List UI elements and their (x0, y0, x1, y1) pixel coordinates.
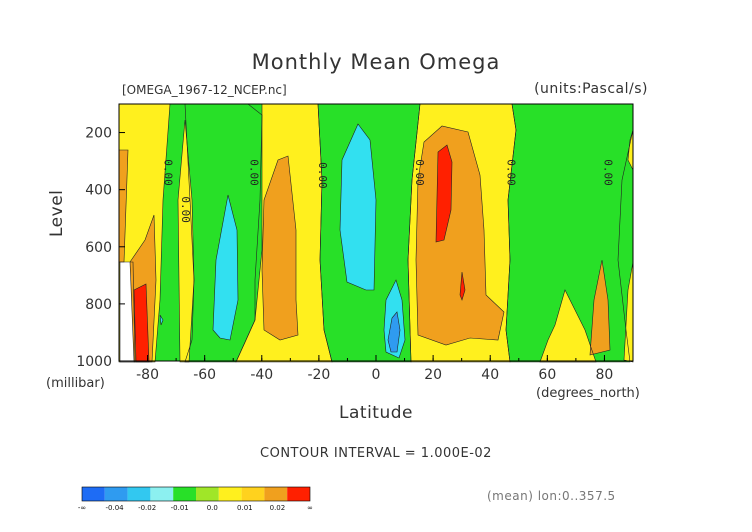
region-orange-north-low-outline (589, 259, 611, 356)
contour-label: 0.00 (413, 159, 426, 186)
colorbar-label: 0.01 (237, 504, 253, 512)
contour-label: 0.00 (247, 159, 260, 186)
x-tick-label: -40 (250, 367, 273, 383)
colorbar-label: -∞ (78, 504, 86, 512)
y-tick-label: 200 (85, 126, 112, 142)
region-cyan-equator-outline (339, 123, 377, 291)
contour-interval-label: CONTOUR INTERVAL = 1.000E-02 (260, 446, 492, 461)
region-cyan-speck-outline (159, 314, 164, 326)
region-red-north-upper-outline (435, 144, 453, 243)
region-yellow-north-low-outline (539, 289, 597, 363)
x-tick-label: 80 (596, 367, 614, 383)
region-orange-north-low (590, 260, 610, 355)
colorbar-swatch (241, 487, 265, 501)
units-label: (units:Pascal/s) (534, 81, 648, 97)
region-cyan-50s-outline (212, 194, 239, 341)
region-orange-40s-outline (261, 155, 299, 341)
contour-label: 0.00 (316, 162, 329, 189)
colorbar-swatch (82, 487, 105, 501)
region-yellow-pole (624, 262, 633, 362)
region-orange-south-upper (119, 150, 128, 262)
y-axis-ticks: 200 400 600 800 1000 (76, 126, 125, 370)
colorbar-swatch (287, 487, 310, 501)
region-blue-deep-outline (387, 311, 401, 353)
x-tick-label: 40 (481, 367, 499, 383)
y-axis-label: Level (47, 189, 67, 237)
colorbar-label: 0.02 (270, 504, 286, 512)
colorbar-swatch (173, 487, 196, 501)
region-orange-40s (262, 156, 298, 340)
region-cyan-deep-outline (383, 279, 406, 359)
region-red-south (134, 284, 149, 362)
region-cyan-equator (340, 124, 376, 290)
colorbar-label: -0.04 (106, 504, 125, 512)
colorbar-swatch (104, 487, 128, 501)
colorbar-label: ∞ (307, 504, 313, 512)
x-axis-label: Latitude (339, 403, 413, 423)
region-cyan-50s (213, 195, 238, 340)
x-axis-unit: (degrees_north) (536, 386, 640, 401)
colorbar-swatch (127, 487, 151, 501)
colorbar-label: -0.02 (138, 504, 156, 512)
region-yellow-north-low (540, 290, 596, 362)
x-axis-ticks: -80 -60 -40 -20 0 20 40 60 80 (118, 355, 634, 383)
region-yellow-thin-outline (177, 119, 195, 363)
chart-title: Monthly Mean Omega (251, 50, 501, 74)
colorbar-swatch (264, 487, 288, 501)
colorbar-swatch (196, 487, 219, 501)
contour-fills (119, 104, 633, 362)
region-red-north-speck (460, 272, 465, 300)
colorbar-swatch (218, 487, 242, 501)
region-orange-north-outline (415, 125, 505, 346)
colorbar: -∞ -0.04 -0.02 -0.01 0.0 0.01 0.02 ∞ (78, 486, 313, 512)
file-name-label: [OMEGA_1967-12_NCEP.nc] (122, 83, 287, 97)
y-tick-label: 800 (85, 297, 112, 313)
region-red-south-outline (133, 283, 150, 363)
x-tick-label: -20 (307, 367, 330, 383)
x-tick-label: 20 (424, 367, 442, 383)
y-tick-label: 400 (85, 183, 112, 199)
x-tick-label: 60 (538, 367, 556, 383)
region-red-north-upper (436, 145, 452, 242)
mean-longitude-label: (mean) lon:0..357.5 (487, 489, 616, 503)
colorbar-label: -0.01 (171, 504, 189, 512)
colorbar-swatch (150, 487, 174, 501)
colorbar-label: 0.0 (207, 504, 218, 512)
x-tick-label: -80 (136, 367, 159, 383)
y-tick-label: 1000 (76, 354, 112, 370)
contour-label: 0.00 (504, 159, 517, 186)
contour-value-labels: 0.00 0.00 0.00 0.00 0.00 0.00 0.00 (162, 159, 615, 223)
region-orange-south-outline (129, 214, 157, 363)
y-axis-unit: (millibar) (46, 376, 105, 391)
contour-label: 0.00 (179, 196, 192, 223)
colorbar-border (81, 486, 311, 502)
x-tick-label: 0 (372, 367, 381, 383)
x-tick-label: -60 (193, 367, 216, 383)
y-tick-label: 600 (85, 240, 112, 256)
contour-label: 0.00 (601, 159, 614, 186)
region-blue-deep (388, 312, 400, 352)
contour-label: 0.00 (162, 159, 175, 186)
region-yellow-pole-upper (628, 130, 633, 170)
region-red-north-speck-outline (459, 271, 466, 301)
